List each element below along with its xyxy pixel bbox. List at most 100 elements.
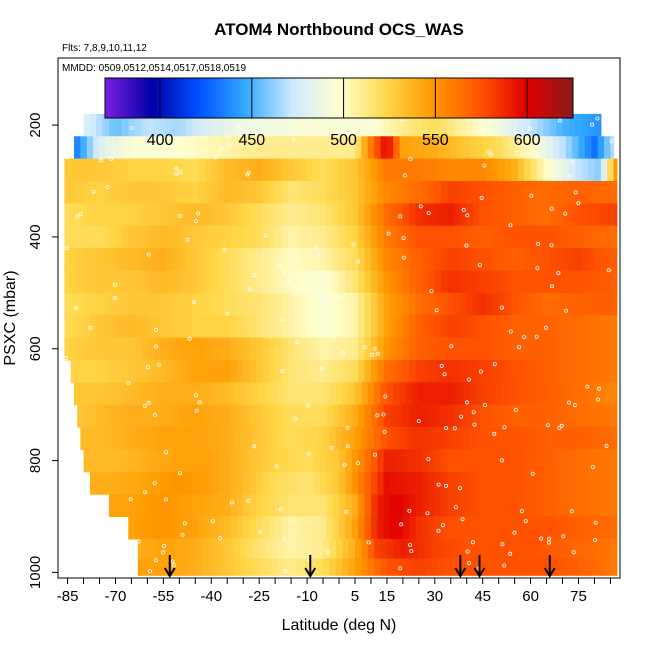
heatmap-cell: [386, 136, 394, 160]
heatmap-cell: [339, 404, 346, 428]
heatmap-cell: [517, 248, 525, 272]
heatmap-cell: [176, 427, 184, 450]
heatmap-cell: [505, 225, 513, 249]
heatmap-cell: [514, 427, 522, 450]
heatmap-cell: [236, 404, 244, 428]
heatmap-cell: [556, 359, 564, 383]
heatmap-cell: [406, 558, 414, 576]
heatmap-cell: [153, 404, 161, 428]
heatmap-cell: [172, 471, 180, 495]
sample-point: [278, 263, 283, 268]
heatmap-cell: [275, 225, 283, 249]
heatmap-cell: [536, 181, 544, 204]
heatmap-cell: [351, 248, 359, 272]
heatmap-cell: [562, 270, 570, 294]
heatmap-cell: [319, 203, 327, 227]
heatmap-cell: [565, 538, 573, 560]
heatmap-cell: [275, 337, 283, 361]
heatmap-cell: [185, 337, 193, 361]
heatmap-cell: [351, 359, 359, 383]
heatmap-cell: [613, 404, 618, 428]
heatmap-cell: [83, 113, 91, 137]
heatmap-cell: [236, 337, 244, 361]
heatmap-cell: [201, 538, 209, 560]
heatmap-cell: [310, 558, 318, 576]
heatmap-cell: [281, 270, 289, 294]
heatmap-cell: [192, 516, 200, 540]
heatmap-cell: [70, 337, 78, 361]
heatmap-cell: [453, 158, 461, 182]
heatmap-cell: [96, 181, 104, 204]
heatmap-cell: [402, 337, 410, 361]
heatmap-cell: [141, 471, 149, 495]
heatmap-cell: [294, 404, 302, 428]
heatmap-cell: [517, 292, 525, 316]
heatmap-cell: [517, 158, 525, 182]
heatmap-cell: [211, 315, 219, 339]
heatmap-cell: [217, 516, 225, 540]
heatmap-cell: [204, 181, 212, 204]
heatmap-cell: [591, 136, 599, 160]
flights-label: Flts: 7,8,9,10,11,12: [62, 43, 147, 54]
heatmap-cell: [300, 270, 308, 294]
sample-point: [527, 126, 532, 131]
heatmap-cell: [64, 203, 72, 227]
heatmap-cell: [153, 449, 161, 473]
heatmap-cell: [536, 158, 544, 182]
heatmap-cell: [262, 292, 270, 316]
heatmap-cell: [351, 449, 359, 473]
heatmap-cell: [524, 158, 532, 182]
heatmap-cell: [613, 449, 618, 473]
heatmap-cell: [115, 404, 123, 428]
heatmap-cell: [351, 471, 359, 495]
heatmap-cell: [105, 382, 113, 406]
heatmap-cell: [307, 359, 315, 383]
heatmap-cell: [524, 359, 532, 383]
heatmap-cell: [102, 158, 110, 182]
heatmap-cell: [109, 471, 117, 495]
sample-point: [549, 206, 554, 211]
heatmap-cell: [134, 113, 142, 137]
heatmap-cell: [259, 538, 267, 560]
sample-point: [492, 362, 497, 367]
heatmap-cell: [275, 449, 283, 473]
sample-point: [606, 268, 611, 273]
sample-point: [282, 271, 287, 276]
heatmap-cell: [179, 471, 187, 495]
heatmap-cell: [335, 558, 343, 576]
heatmap-cell: [581, 471, 589, 495]
heatmap-cell: [109, 225, 117, 249]
heatmap-cell: [176, 538, 184, 560]
sample-point: [187, 336, 192, 341]
heatmap-cell: [249, 449, 257, 473]
heatmap-cell: [358, 248, 366, 272]
heatmap-cell: [201, 558, 209, 576]
heatmap-cell: [128, 337, 136, 361]
heatmap-cell: [243, 404, 251, 428]
heatmap-cell: [415, 113, 423, 137]
heatmap-cell: [287, 181, 295, 204]
heatmap-cell: [358, 516, 366, 540]
heatmap-cell: [447, 516, 455, 540]
heatmap-cell: [64, 315, 72, 339]
sample-point: [226, 134, 231, 139]
heatmap-cell: [549, 359, 557, 383]
heatmap-cell: [354, 427, 362, 450]
heatmap-layer: [128, 516, 618, 540]
heatmap-cell: [517, 359, 525, 383]
sample-point: [508, 329, 513, 334]
heatmap-cell: [323, 136, 331, 160]
heatmap-cell: [262, 270, 270, 294]
heatmap-cell: [565, 382, 573, 406]
sample-point: [329, 445, 334, 450]
heatmap-cell: [409, 404, 417, 428]
heatmap-cell: [460, 270, 468, 294]
heatmap-cell: [524, 494, 532, 518]
sample-point: [466, 561, 471, 566]
heatmap-cell: [252, 136, 260, 160]
sample-point: [112, 296, 117, 301]
sample-point: [536, 241, 541, 246]
heatmap-cell: [460, 181, 468, 204]
heatmap-cell: [224, 181, 232, 204]
heatmap-cell: [284, 558, 292, 576]
